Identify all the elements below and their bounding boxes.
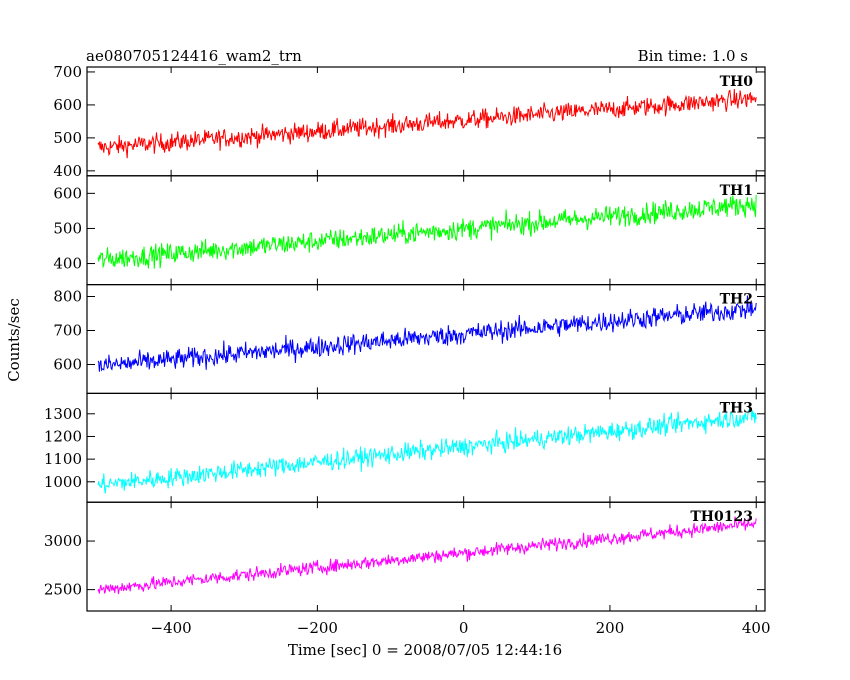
panel-label-th2: TH2 — [720, 292, 753, 308]
y-tick-label: 1100 — [44, 450, 82, 468]
y-tick-label: 1000 — [44, 473, 82, 491]
panel-th1: 400 500 600 TH1 — [53, 175, 766, 286]
y-tick-label: 700 — [53, 322, 82, 340]
x-tick-label: −400 — [151, 619, 192, 637]
panel-frame — [86, 284, 766, 395]
panel-label-th1: TH1 — [720, 183, 753, 199]
y-tick-label: 800 — [53, 288, 82, 306]
series-line-th2 — [97, 295, 757, 372]
panel-label-th3: TH3 — [720, 400, 753, 416]
x-axis-label: Time [sec] 0 = 2008/07/05 12:44:16 — [288, 641, 562, 659]
panel-th2: 600 700 800 TH2 — [53, 284, 766, 395]
y-tick-label: 600 — [53, 96, 82, 114]
y-tick-label: 600 — [53, 356, 82, 374]
y-tick-label: 2500 — [44, 581, 82, 599]
series-line-th0 — [97, 88, 757, 159]
panel-label-th0: TH0 — [720, 74, 754, 90]
series-line-th0123 — [97, 516, 757, 595]
y-tick-label: 700 — [53, 63, 82, 81]
y-tick-label: 600 — [53, 184, 82, 202]
chart-title-right: Bin time: 1.0 s — [638, 47, 748, 65]
y-tick-label: 400 — [53, 162, 82, 180]
x-tick-label: 200 — [596, 619, 625, 637]
y-tick-label: 500 — [53, 129, 82, 147]
panel-th0123: 2500 3000 TH0123 — [44, 501, 766, 612]
panel-label-th0123: TH0123 — [690, 509, 753, 525]
panels-group: 400 500 600 700 TH0 400 500 600 TH1 600 700 800 TH2 1… — [44, 63, 766, 612]
y-tick-label: 1300 — [44, 405, 82, 423]
panel-th0: 400 500 600 700 TH0 — [53, 63, 766, 180]
panel-th3: 1000 1100 1200 1300 TH3 — [44, 392, 766, 503]
panel-frame — [86, 392, 766, 503]
x-tick-label: 0 — [459, 619, 469, 637]
y-axis-label: Counts/sec — [5, 298, 23, 382]
chart-title-left: ae080705124416_wam2_trn — [86, 47, 302, 65]
y-tick-label: 500 — [53, 219, 82, 237]
series-line-th1 — [97, 194, 757, 269]
x-tick-label: −200 — [297, 619, 338, 637]
series-line-th3 — [97, 408, 757, 494]
y-tick-label: 1200 — [44, 427, 82, 445]
y-tick-label: 3000 — [44, 532, 82, 550]
x-tick-label: 400 — [742, 619, 771, 637]
y-tick-label: 400 — [53, 255, 82, 273]
x-axis: −400 −200 0 200 400 — [151, 619, 771, 637]
panel-frame — [86, 501, 766, 612]
panel-frame — [86, 175, 766, 286]
